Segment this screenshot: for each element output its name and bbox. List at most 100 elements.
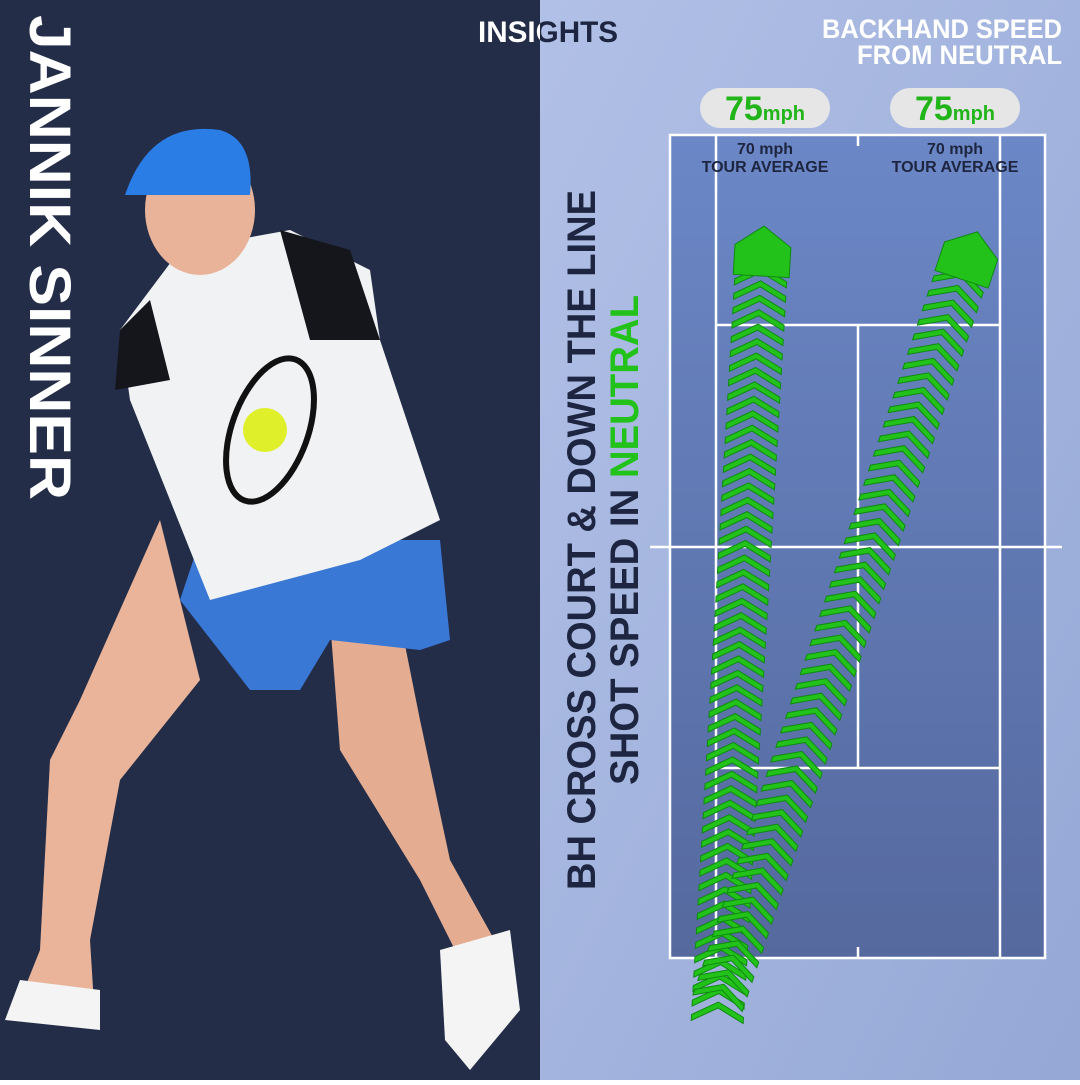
chevron (926, 284, 979, 314)
chevron (725, 410, 779, 434)
chevron (804, 648, 857, 678)
chevron (755, 794, 809, 824)
chevron (838, 546, 892, 576)
court (650, 133, 1062, 960)
chevron (706, 727, 761, 751)
chevron (892, 386, 945, 416)
chevron (728, 352, 783, 376)
chevron (732, 280, 787, 304)
chevron (775, 736, 828, 765)
average-label: TOUR AVERAGE (892, 159, 1019, 176)
chevron (715, 583, 769, 607)
chevron (731, 867, 784, 897)
speed-value: 75 (725, 90, 763, 128)
badge-pill (700, 88, 830, 128)
chevron (814, 619, 867, 649)
arrow-head (732, 225, 792, 279)
chevron (708, 698, 762, 722)
chevron (862, 474, 916, 503)
badge-speed: 75mph (915, 90, 995, 128)
chevron (726, 881, 779, 911)
caption-line2: SHOT SPEED IN NEUTRAL (603, 295, 647, 785)
chevron (872, 445, 926, 474)
chevron (726, 395, 780, 419)
chevron (699, 842, 754, 866)
chevron (799, 663, 853, 693)
chevron (750, 809, 804, 838)
chevron (828, 576, 882, 605)
chevron (867, 459, 921, 489)
chevron (794, 678, 848, 707)
chevron (848, 517, 901, 547)
chevron (921, 299, 975, 329)
chevron (853, 503, 906, 533)
chevron (745, 823, 799, 853)
chevron (721, 482, 775, 506)
chevron (697, 969, 750, 998)
chevron (779, 721, 833, 751)
chevron (722, 453, 777, 477)
chevron (713, 612, 767, 635)
chevron (765, 765, 818, 795)
chevron (711, 925, 765, 955)
speed-unit: mph (953, 103, 995, 125)
arrow-head (934, 231, 999, 289)
chevron (699, 857, 753, 881)
chevron (721, 896, 774, 926)
chevron (887, 401, 940, 431)
chevron (727, 381, 781, 405)
chevron (706, 940, 760, 969)
chevron (710, 669, 764, 693)
chevron (702, 799, 756, 823)
chevron (712, 626, 767, 650)
chevron (701, 813, 756, 837)
chevron (716, 568, 770, 592)
chevron (692, 983, 745, 1013)
chevron (736, 852, 789, 882)
chevron (906, 343, 960, 372)
chevron (760, 779, 813, 809)
chevron (704, 770, 758, 794)
chevron (877, 430, 931, 460)
chevron (732, 294, 786, 318)
chevron (740, 838, 794, 867)
chevron (897, 372, 950, 401)
player-name: JANNIK SINNER (17, 15, 82, 500)
chevron (770, 750, 823, 780)
chevron (705, 741, 760, 765)
chevron (710, 655, 765, 679)
chevron (703, 785, 757, 809)
chevron (727, 366, 782, 390)
chevron (729, 337, 783, 361)
chevron (724, 424, 778, 448)
badge-pill (890, 88, 1020, 128)
chevron (901, 357, 955, 387)
average-label: TOUR AVERAGE (702, 159, 829, 176)
chevron (707, 712, 761, 736)
chevron (784, 707, 838, 736)
chevron (721, 467, 776, 491)
chevron (916, 314, 970, 343)
chevron (843, 532, 896, 562)
topic-line2: FROM NEUTRAL (857, 40, 1062, 70)
chevron (723, 438, 778, 462)
chevron (709, 684, 763, 708)
chevron (809, 634, 862, 664)
chevron (705, 756, 759, 780)
chevron (716, 554, 771, 578)
player-illustration (5, 128, 520, 1070)
chevron (714, 597, 768, 621)
chevron (718, 525, 772, 549)
caption-text: SHOT SPEED IN (603, 478, 647, 785)
chevron (789, 692, 843, 722)
shot-arrows (690, 225, 999, 1025)
chevron (719, 511, 773, 534)
speed-unit: mph (763, 103, 805, 125)
chevron (911, 328, 965, 358)
caption-highlight: NEUTRAL (603, 295, 647, 478)
chevron (823, 590, 877, 620)
chevron (716, 910, 770, 940)
chevron (833, 561, 887, 591)
